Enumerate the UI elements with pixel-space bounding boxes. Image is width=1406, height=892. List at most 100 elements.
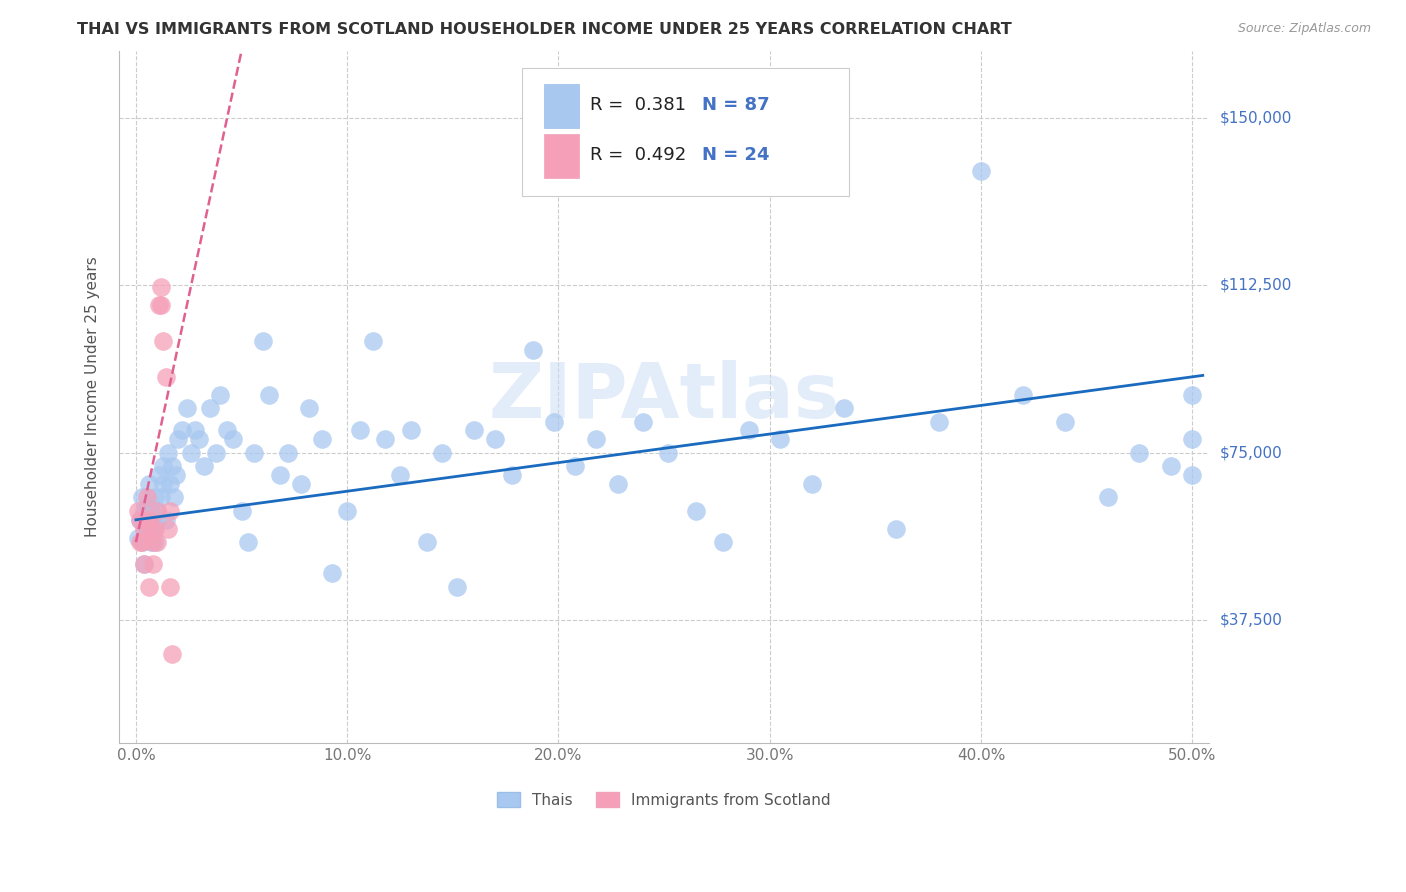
Point [135, 522, 157, 536]
Point [1054, 415, 1077, 429]
Legend: Thais, Immigrants from Scotland: Thais, Immigrants from Scotland [489, 784, 838, 815]
Point [543, 415, 565, 429]
Point [193, 459, 215, 474]
Point [138, 513, 160, 527]
Text: R =  0.381: R = 0.381 [591, 95, 686, 113]
Point [142, 558, 165, 572]
Point [142, 522, 165, 536]
Point [769, 433, 792, 447]
Point [389, 468, 412, 483]
Point [152, 459, 174, 474]
Point [800, 477, 823, 491]
Point [236, 535, 259, 549]
Point [215, 424, 238, 438]
Point [129, 535, 152, 549]
Point [143, 491, 166, 505]
Point [928, 415, 950, 429]
Point [143, 522, 166, 536]
Point [1160, 459, 1182, 474]
Point [484, 433, 506, 447]
FancyBboxPatch shape [544, 84, 579, 128]
Point [150, 491, 173, 505]
Point [277, 446, 299, 460]
Point [564, 459, 586, 474]
Point [176, 401, 198, 416]
Text: $150,000: $150,000 [1220, 111, 1292, 125]
Point [142, 535, 165, 549]
Text: $112,500: $112,500 [1220, 277, 1292, 293]
Point [1181, 388, 1204, 402]
Point [606, 477, 628, 491]
Point [252, 334, 274, 348]
Point [131, 491, 153, 505]
Y-axis label: Householder Income Under 25 years: Householder Income Under 25 years [86, 257, 100, 537]
Point [134, 522, 156, 536]
Point [1181, 468, 1204, 483]
Point [127, 504, 149, 518]
Point [159, 504, 181, 518]
Text: THAI VS IMMIGRANTS FROM SCOTLAND HOUSEHOLDER INCOME UNDER 25 YEARS CORRELATION C: THAI VS IMMIGRANTS FROM SCOTLAND HOUSEHO… [77, 22, 1012, 37]
Point [160, 647, 183, 661]
Text: N = 24: N = 24 [702, 145, 769, 163]
Point [970, 164, 993, 178]
Point [321, 566, 343, 581]
Point [138, 526, 160, 541]
Point [129, 513, 152, 527]
Point [129, 513, 152, 527]
Point [160, 459, 183, 474]
Point [257, 388, 280, 402]
Point [432, 446, 454, 460]
Point [886, 522, 908, 536]
Point [269, 468, 291, 483]
Point [159, 580, 181, 594]
Point [184, 424, 207, 438]
Point [463, 424, 485, 438]
Point [1181, 433, 1204, 447]
Point [131, 535, 153, 549]
Point [135, 500, 157, 514]
Point [172, 424, 194, 438]
Point [657, 446, 679, 460]
Point [198, 401, 221, 416]
Point [298, 401, 321, 416]
Point [146, 504, 169, 518]
Point [209, 388, 232, 402]
Point [150, 280, 173, 294]
Point [131, 535, 153, 549]
Point [290, 477, 312, 491]
Point [501, 468, 523, 483]
Point [155, 369, 177, 384]
Point [1128, 446, 1150, 460]
Point [146, 504, 169, 518]
Point [134, 558, 156, 572]
Point [150, 298, 173, 312]
Point [1012, 388, 1035, 402]
Point [399, 424, 422, 438]
Point [1097, 491, 1119, 505]
Point [361, 334, 384, 348]
Point [138, 580, 160, 594]
Point [336, 504, 359, 518]
Point [711, 535, 734, 549]
Point [685, 504, 707, 518]
Point [152, 334, 174, 348]
Point [231, 504, 253, 518]
Point [205, 446, 228, 460]
Point [138, 477, 160, 491]
Point [139, 535, 162, 549]
Point [139, 504, 162, 518]
Point [349, 424, 371, 438]
Text: $75,000: $75,000 [1220, 445, 1282, 460]
Point [135, 491, 157, 505]
Point [127, 531, 149, 545]
Point [148, 468, 170, 483]
Point [139, 522, 162, 536]
Text: Source: ZipAtlas.com: Source: ZipAtlas.com [1237, 22, 1371, 36]
Point [832, 401, 855, 416]
Point [146, 513, 169, 527]
Point [446, 580, 468, 594]
Point [152, 477, 174, 491]
Point [148, 298, 170, 312]
Point [159, 477, 181, 491]
Point [146, 535, 169, 549]
